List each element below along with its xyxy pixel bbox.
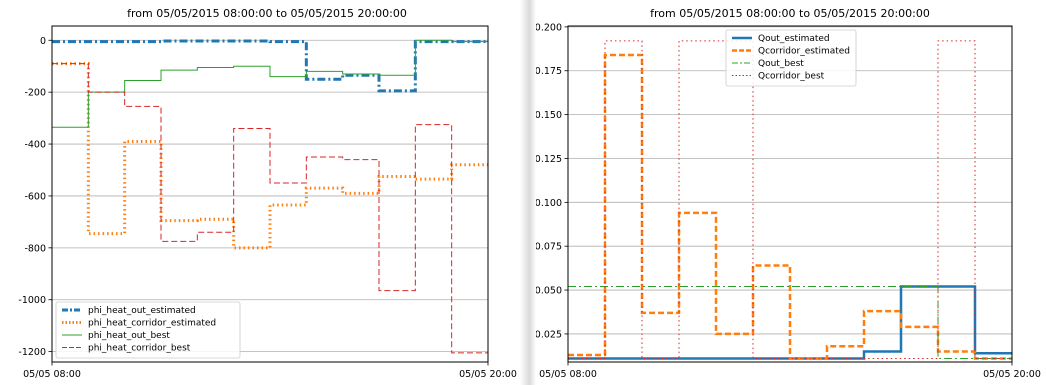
legend-entry-label: phi_heat_corridor_estimated <box>88 319 216 329</box>
chart-right-x-tick-label: 05/05 20:00 <box>983 369 1041 380</box>
series-line-phi-heat-corridor-best <box>52 63 488 354</box>
chart-right-y-tick-label: 0.150 <box>535 110 562 121</box>
chart-left-y-tick-label: -200 <box>24 88 46 99</box>
series-line-Qcorridor-estimated <box>568 53 1012 360</box>
chart-left-title: from 05/05/2015 08:00:00 to 05/05/2015 2… <box>127 7 407 20</box>
chart-right-legend: Qout_estimated Qcorridor_estimated Qout_be… <box>725 29 857 87</box>
chart-right-y-tick-label: 0.175 <box>535 66 562 77</box>
legend-box <box>55 301 241 359</box>
chart-left-x-axis: 05/05 08:00 05/05 20:00 <box>23 362 517 380</box>
chart-left-y-tick-label: -1200 <box>18 347 46 358</box>
legend-entry-label: phi_heat_corridor_best <box>88 344 191 354</box>
series-line-phi-heat-out-best <box>52 39 488 128</box>
chart-right-y-tick-label: 0.100 <box>535 198 562 209</box>
legend-box <box>725 29 857 87</box>
series-line-Qout-estimated <box>568 285 1012 360</box>
chart-right: from 05/05/2015 08:00:00 to 05/05/2015 2… <box>535 7 1041 380</box>
legend-entry-label: Qcorridor_best <box>758 72 825 82</box>
chart-right-x-tick-label: 05/05 08:00 <box>539 369 597 380</box>
legend-entry-label: Qout_estimated <box>758 34 830 44</box>
chart-right-x-axis: 05/05 08:00 05/05 20:00 <box>539 362 1041 380</box>
chart-left-x-tick-label: 05/05 08:00 <box>23 369 81 380</box>
chart-right-series <box>568 40 1013 360</box>
legend-entry-label: Qout_best <box>758 59 804 69</box>
chart-left: from 05/05/2015 08:00:00 to 05/05/2015 2… <box>18 7 517 380</box>
chart-right-y-tick-label: 0.050 <box>535 286 562 297</box>
legend-entry-label: Qcorridor_estimated <box>758 47 850 57</box>
chart-left-y-axis: 0 -200 -400 -600 -800 -1000 -1200 <box>18 36 52 358</box>
legend-entry-label: phi_heat_out_best <box>88 331 170 341</box>
chart-right-y-tick-label: 0.200 <box>535 22 562 33</box>
chart-right-y-tick-label: 0.075 <box>535 242 562 253</box>
chart-left-legend: phi_heat_out_estimated phi_heat_corridor_… <box>55 301 241 359</box>
chart-left-plot-area <box>51 25 489 363</box>
chart-left-y-tick-label: -400 <box>24 140 46 151</box>
chart-left-y-tick-label: 0 <box>40 36 46 47</box>
chart-right-y-axis: 0.025 0.050 0.075 0.100 0.125 0.150 0.175 0.200 <box>535 22 568 340</box>
chart-left-x-tick-label: 05/05 20:00 <box>459 369 517 380</box>
chart-right-title: from 05/05/2015 08:00:00 to 05/05/2015 2… <box>650 7 930 20</box>
legend-entry-label: phi_heat_out_estimated <box>88 306 196 316</box>
series-line-phi-heat-out-estimated <box>52 39 488 93</box>
chart-left-y-tick-label: -600 <box>24 191 46 202</box>
series-line-Qcorridor-best <box>568 40 1013 359</box>
chart-right-plot-area <box>567 25 1013 363</box>
chart-left-y-tick-label: -1000 <box>18 295 46 306</box>
chart-right-y-tick-label: 0.125 <box>535 154 562 165</box>
chart-left-y-tick-label: -800 <box>24 243 46 254</box>
figure-divider <box>520 0 536 385</box>
chart-right-y-tick-label: 0.025 <box>535 329 562 340</box>
series-line-Qout-best <box>568 286 1012 359</box>
chart-left-series <box>52 39 488 354</box>
